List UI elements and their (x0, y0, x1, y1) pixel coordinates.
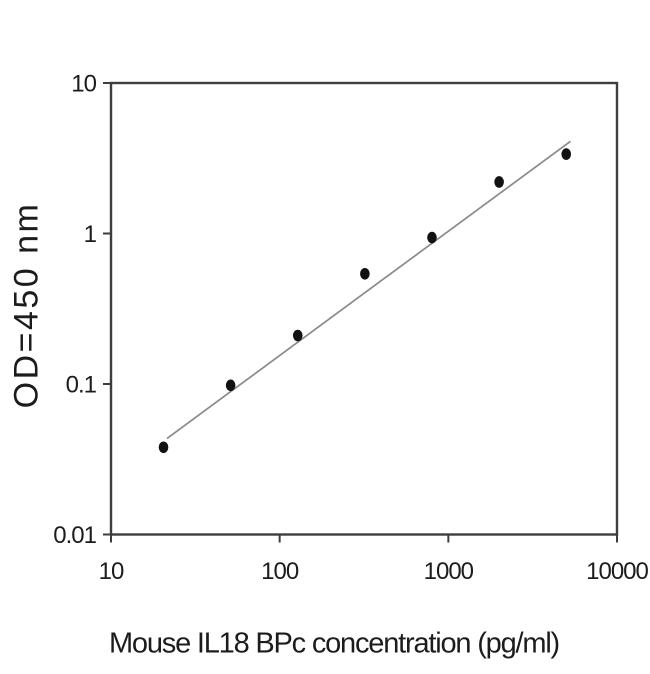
data-point (494, 176, 504, 188)
data-point (158, 441, 169, 454)
y-tick-label: 1 (84, 221, 97, 248)
y-tick-label: 0.1 (66, 372, 97, 399)
data-point (561, 148, 572, 160)
data-point (360, 267, 370, 280)
data-point (427, 231, 437, 244)
regression-line (166, 140, 571, 440)
data-point (225, 379, 236, 392)
x-tick-label: 10000 (586, 558, 648, 585)
plot-frame (109, 81, 619, 536)
x-tick-label: 10 (99, 558, 124, 585)
y-tick-label: 0.01 (53, 522, 96, 549)
y-axis-title: OD=450 nm (7, 201, 46, 409)
x-tick-label: 1000 (424, 558, 474, 585)
axis-tick-labels: 10 100 1000 10000 10 1 0.1 0.01 (53, 71, 649, 586)
plot-border (109, 81, 619, 536)
x-tick-label: 100 (261, 558, 299, 585)
axis-ticks (103, 82, 618, 543)
data-point (292, 329, 303, 342)
fit-line (166, 140, 571, 440)
x-axis-title: Mouse IL18 BPc concentration (pg/ml) (108, 627, 560, 660)
data-points (158, 148, 572, 454)
y-tick-label: 10 (71, 71, 96, 98)
